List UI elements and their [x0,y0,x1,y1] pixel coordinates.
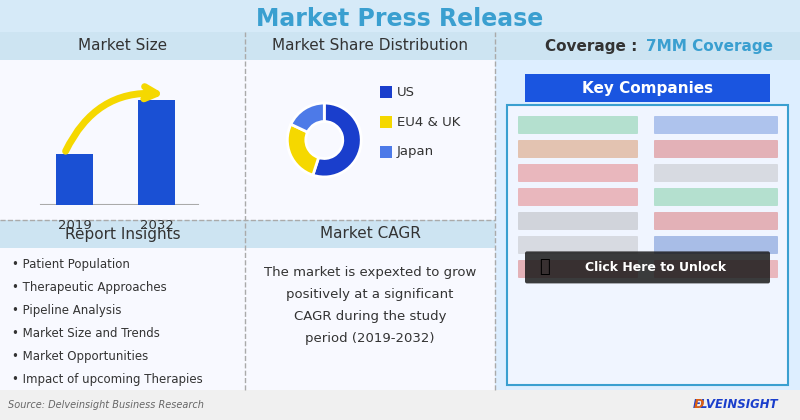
Text: Report Insights: Report Insights [65,226,180,242]
Text: 2019: 2019 [58,218,91,231]
Bar [0,0,800,38]
Text: period (2019-2032): period (2019-2032) [306,332,434,345]
Text: ELVEINSIGHT: ELVEINSIGHT [692,397,778,410]
FancyBboxPatch shape [654,236,778,254]
FancyBboxPatch shape [654,116,778,134]
Text: Click Here to Unlock: Click Here to Unlock [585,261,726,274]
Text: • Impact of upcoming Therapies: • Impact of upcoming Therapies [12,373,202,386]
FancyBboxPatch shape [654,164,778,182]
Bar [245,32,495,60]
Bar [0,220,245,248]
Text: positively at a significant: positively at a significant [286,288,454,301]
FancyBboxPatch shape [518,116,638,134]
Wedge shape [287,124,318,175]
Bar [0,390,800,420]
Text: Source: Delveinsight Business Research: Source: Delveinsight Business Research [8,400,204,410]
Text: 🔒: 🔒 [540,258,550,276]
Text: • Pipeline Analysis: • Pipeline Analysis [12,304,122,317]
FancyBboxPatch shape [654,188,778,206]
Wedge shape [313,103,362,177]
FancyBboxPatch shape [518,236,638,254]
Text: CAGR during the study: CAGR during the study [294,310,446,323]
Text: Coverage :: Coverage : [545,39,642,53]
Text: 2032: 2032 [140,218,174,231]
Text: • Therapeutic Approaches: • Therapeutic Approaches [12,281,166,294]
Text: 7MM Coverage: 7MM Coverage [646,39,773,53]
Bar [525,74,770,102]
FancyBboxPatch shape [518,140,638,158]
Text: Market Press Release: Market Press Release [256,7,544,31]
FancyBboxPatch shape [654,212,778,230]
Bar [56,154,94,205]
Bar [380,116,392,128]
Bar [495,32,800,390]
Text: US: US [397,86,415,99]
FancyBboxPatch shape [518,260,638,278]
Bar [245,220,495,248]
Text: • Market Opportunities: • Market Opportunities [12,350,148,363]
Text: Market Size: Market Size [78,39,167,53]
Bar [380,146,392,158]
Bar [0,32,245,60]
FancyArrowPatch shape [66,87,157,151]
FancyBboxPatch shape [518,164,638,182]
Bar [138,100,175,205]
FancyBboxPatch shape [518,188,638,206]
Wedge shape [291,103,324,132]
Bar [0,32,245,390]
FancyBboxPatch shape [654,260,778,278]
Bar [245,32,495,390]
Text: Market Share Distribution: Market Share Distribution [272,39,468,53]
Text: EU4 & UK: EU4 & UK [397,116,460,129]
Bar [507,105,788,385]
FancyBboxPatch shape [518,212,638,230]
FancyBboxPatch shape [525,252,770,284]
Text: • Patient Population: • Patient Population [12,258,130,271]
Text: • Market Size and Trends: • Market Size and Trends [12,327,160,340]
Bar [495,32,800,60]
Text: D: D [694,397,704,410]
Text: Key Companies: Key Companies [582,81,713,95]
Text: The market is expexted to grow: The market is expexted to grow [264,266,476,279]
Text: Japan: Japan [397,145,434,158]
FancyBboxPatch shape [654,140,778,158]
Text: Market CAGR: Market CAGR [319,226,421,242]
Bar [380,86,392,98]
